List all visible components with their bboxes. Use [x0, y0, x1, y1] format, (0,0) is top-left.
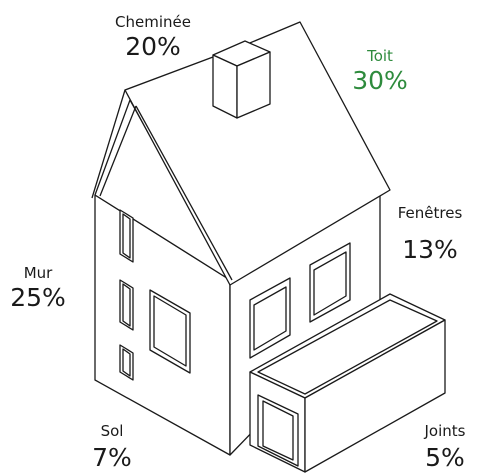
label-windows-name: Fenêtres [397, 204, 463, 222]
chimney-shape [212, 40, 271, 119]
side-window [149, 289, 191, 374]
label-joints-value: 5% [425, 443, 465, 472]
front-window-right [309, 242, 351, 323]
label-chimney: Cheminée 20% [103, 13, 203, 61]
front-window-left [249, 277, 291, 359]
label-roof: Toit 30% [340, 47, 420, 95]
label-roof-value: 30% [352, 66, 408, 95]
label-wall-value: 25% [10, 283, 66, 312]
label-joints-name: Joints [424, 422, 466, 440]
label-windows-value: 13% [402, 235, 458, 264]
label-chimney-name: Cheminée [115, 13, 191, 31]
label-floor: Sol 7% [82, 422, 142, 472]
label-windows: Fenêtres 13% [385, 204, 475, 264]
label-wall: Mur 25% [3, 264, 73, 312]
label-floor-name: Sol [100, 422, 124, 440]
side-window-tall [119, 209, 134, 381]
label-floor-value: 7% [92, 443, 132, 472]
label-chimney-value: 20% [125, 32, 181, 61]
label-wall-name: Mur [23, 264, 53, 282]
garage-annex [249, 293, 446, 473]
label-roof-name: Toit [367, 47, 393, 65]
label-joints: Joints 5% [410, 422, 480, 472]
